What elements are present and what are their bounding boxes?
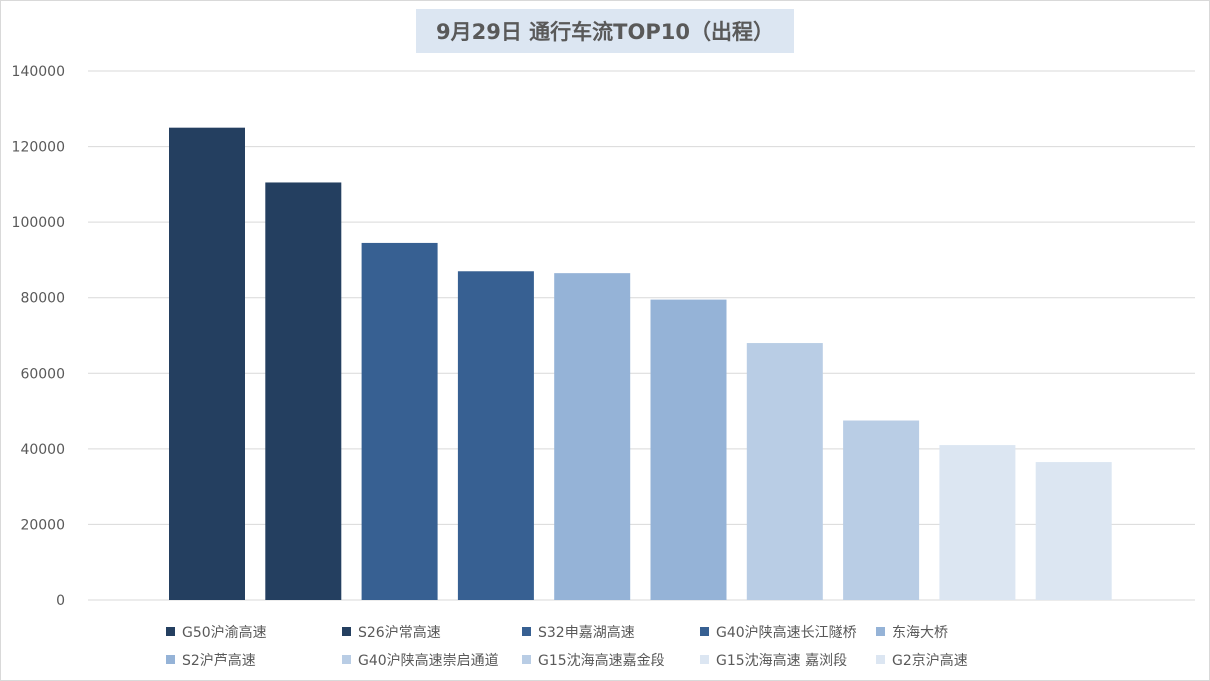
- legend-swatch: [876, 627, 885, 636]
- bar: [650, 299, 727, 600]
- legend-swatch: [522, 655, 531, 664]
- chart-title: 9月29日 通行车流TOP10（出程）: [416, 9, 794, 53]
- bar: [746, 343, 823, 600]
- legend-label: 东海大桥: [892, 625, 948, 641]
- legend-label: S26沪常高速: [358, 624, 441, 641]
- y-tick-label: 20000: [20, 517, 65, 533]
- legend-swatch: [342, 627, 351, 636]
- y-tick-label: 0: [56, 593, 65, 609]
- legend-swatch: [166, 655, 175, 664]
- legend-label: G15沈海高速嘉金段: [538, 652, 665, 669]
- y-tick-label: 100000: [12, 215, 65, 231]
- legend-swatch: [342, 655, 351, 664]
- legend-label: G50沪渝高速: [182, 624, 267, 641]
- bar: [361, 242, 438, 601]
- y-tick-label: 60000: [20, 366, 65, 382]
- legend-label: G2京沪高速: [892, 652, 968, 669]
- legend-swatch: [522, 627, 531, 636]
- bar: [939, 445, 1016, 600]
- legend-label: G15沈海高速 嘉浏段: [716, 652, 847, 669]
- bar: [169, 127, 245, 600]
- legend-label: G40沪陕高速长江隧桥: [716, 624, 857, 641]
- bar: [457, 271, 534, 600]
- legend-label: S32申嘉湖高速: [538, 624, 635, 641]
- legend-swatch: [700, 655, 709, 664]
- bar: [1035, 462, 1112, 600]
- legend-swatch: [166, 627, 175, 636]
- legend-label: G40沪陕高速崇启通道: [358, 652, 499, 669]
- legend-swatch: [700, 627, 709, 636]
- y-tick-label: 40000: [20, 442, 65, 458]
- y-tick-label: 140000: [12, 64, 65, 80]
- legend-swatch: [876, 655, 885, 664]
- legend-label: S2沪芦高速: [182, 652, 256, 669]
- bar: [843, 420, 920, 600]
- bar: [265, 182, 342, 601]
- bar: [554, 273, 631, 600]
- y-tick-label: 120000: [12, 140, 65, 156]
- y-tick-label: 80000: [20, 291, 65, 307]
